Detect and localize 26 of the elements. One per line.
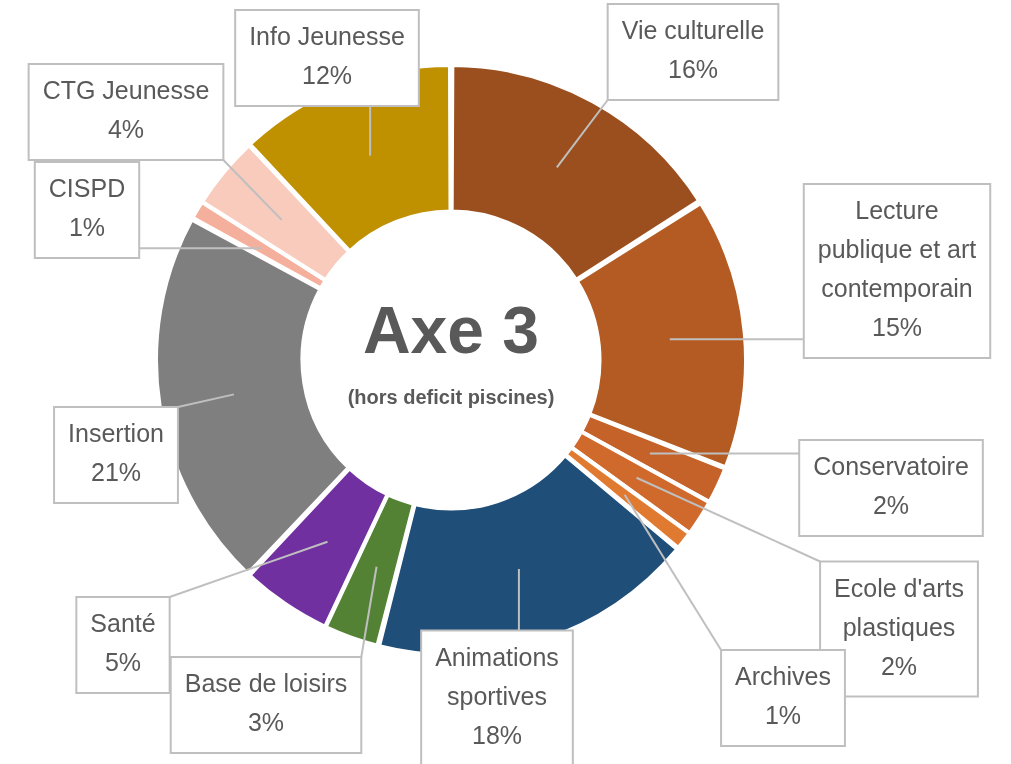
slice-label: Lecture publique et art contemporain <box>817 196 977 303</box>
data-label: 1% <box>68 213 106 242</box>
text: (hors deficit piscines) <box>347 385 555 408</box>
data-label: 1% <box>764 701 802 730</box>
slice-label: CTG Jeunesse <box>42 76 210 105</box>
slice-label: Animations sportives <box>435 642 559 710</box>
slice-label: Conservatoire <box>813 452 969 481</box>
slice-label: Info Jeunesse <box>249 22 405 51</box>
data-label: 16% <box>667 55 719 84</box>
slice-label: Santé <box>90 609 156 638</box>
slice-label: CISPD <box>48 174 126 203</box>
data-label: 12% <box>301 61 353 90</box>
data-label: 4% <box>107 115 145 144</box>
text: Axe 3 <box>362 293 540 368</box>
slice-label: Ecole d'arts plastiques <box>834 573 964 641</box>
data-label: 2% <box>872 491 910 520</box>
data-label: 2% <box>880 651 918 680</box>
data-label: 5% <box>104 648 142 677</box>
slice-label: Insertion <box>68 419 164 448</box>
slice-label: Archives <box>735 662 831 691</box>
data-label: 15% <box>871 313 923 342</box>
data-label: 18% <box>471 720 523 749</box>
data-label: 3% <box>247 708 285 737</box>
slice-label: Vie culturelle <box>621 16 765 45</box>
data-label: 21% <box>90 458 142 487</box>
slice-label: Base de loisirs <box>184 669 348 698</box>
